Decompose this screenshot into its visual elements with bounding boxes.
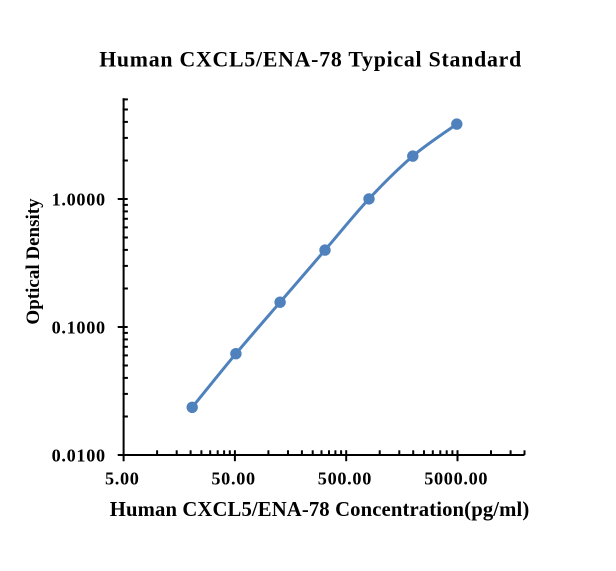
svg-text:5.00: 5.00 [105,468,140,488]
svg-text:0.1000: 0.1000 [52,318,106,338]
svg-text:5000.00: 5000.00 [424,468,488,488]
svg-text:Optical Density: Optical Density [23,198,44,325]
svg-text:0.0100: 0.0100 [52,446,106,466]
svg-text:500.00: 500.00 [318,468,372,488]
svg-text:Human CXCL5/ENA-78 Concentrati: Human CXCL5/ENA-78 Concentration(pg/ml) [110,499,530,521]
svg-text:1.0000: 1.0000 [52,190,106,210]
svg-text:50.00: 50.00 [211,468,255,488]
svg-text:Human CXCL5/ENA-78 Typical Sta: Human CXCL5/ENA-78 Typical Standard [99,47,522,71]
